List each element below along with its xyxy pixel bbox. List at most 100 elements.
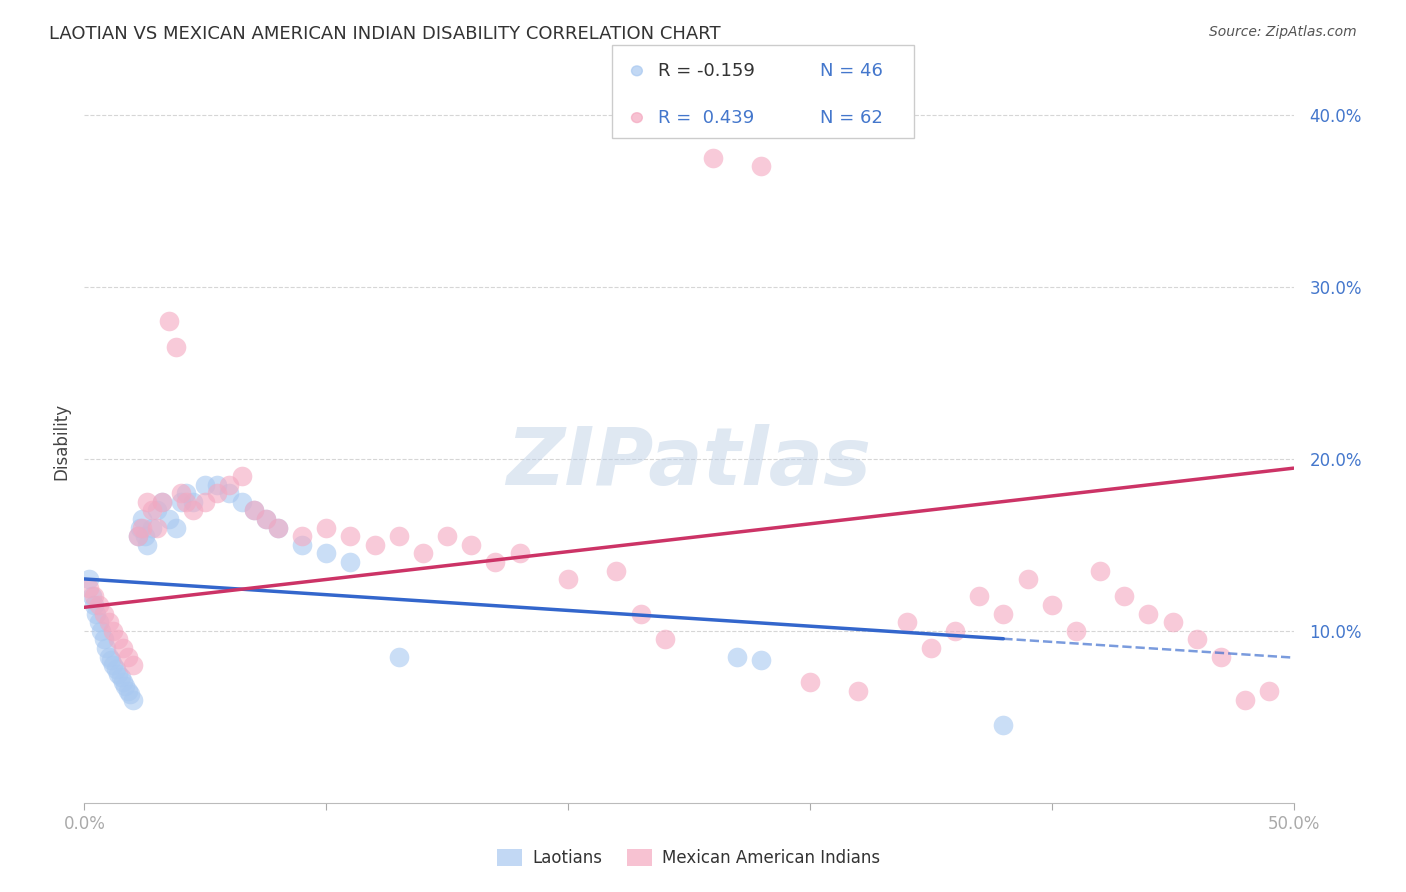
Point [141,520,163,534]
Point [194,494,217,508]
Point [846,684,869,698]
Point [1209,649,1232,664]
Point [1017,572,1039,586]
Point [127,529,149,543]
Point [181,503,204,517]
Point [150,494,173,508]
Point [120,687,142,701]
Point [557,572,579,586]
Point [97,615,120,630]
Point [254,512,277,526]
Point [136,538,159,552]
Point [654,632,676,647]
Point [134,529,156,543]
Point [93,632,115,647]
Point [165,520,187,534]
Legend: Laotians, Mexican American Indians: Laotians, Mexican American Indians [491,842,887,874]
Point [1161,615,1184,630]
Point [412,546,434,560]
Point [107,632,129,647]
Point [157,314,180,328]
Point [291,538,314,552]
Point [194,477,217,491]
Point [157,512,180,526]
Point [94,640,117,655]
Point [165,340,187,354]
Point [315,546,337,560]
Point [127,529,149,543]
Point [702,151,724,165]
Point [77,581,100,595]
Point [131,520,153,534]
Point [121,692,143,706]
Point [146,503,169,517]
Point [231,469,253,483]
Point [242,503,264,517]
Point [90,624,112,638]
Point [104,662,127,676]
Point [97,649,120,664]
Point [100,653,122,667]
Point [725,649,748,664]
Point [103,658,125,673]
Point [218,477,240,491]
Point [896,615,918,630]
Point [363,538,385,552]
Point [1234,692,1257,706]
Point [121,658,143,673]
Point [339,529,361,543]
Point [207,477,229,491]
Point [943,624,966,638]
Point [146,520,169,534]
Point [117,684,139,698]
Point [136,494,159,508]
Text: Source: ZipAtlas.com: Source: ZipAtlas.com [1209,25,1357,39]
Point [86,607,108,621]
Point [129,520,152,534]
Point [315,520,337,534]
Point [83,590,105,604]
Point [460,538,482,552]
Point [170,494,193,508]
Point [1040,598,1063,612]
Point [131,512,153,526]
Y-axis label: Disability: Disability [52,403,70,480]
Point [388,649,411,664]
Point [93,607,115,621]
Point [181,494,204,508]
Point [751,653,773,667]
Point [1114,590,1136,604]
Point [231,494,253,508]
Point [141,503,163,517]
Text: R =  0.439: R = 0.439 [658,109,754,127]
Point [339,555,361,569]
Point [1185,632,1208,647]
Point [630,607,652,621]
Point [114,679,136,693]
Point [509,546,531,560]
Point [751,159,773,173]
Point [1064,624,1087,638]
Point [242,503,264,517]
Text: N = 62: N = 62 [820,109,883,127]
Point [799,675,821,690]
Point [436,529,458,543]
Point [484,555,506,569]
Point [254,512,277,526]
Point [117,649,139,664]
Point [1088,564,1111,578]
Point [174,494,197,508]
Point [993,607,1015,621]
Point [174,486,197,500]
Point [267,520,290,534]
Point [170,486,193,500]
Point [107,666,129,681]
Point [605,564,627,578]
Point [207,486,229,500]
Point [77,572,100,586]
Text: N = 46: N = 46 [820,62,883,79]
Point [993,718,1015,732]
Text: R = -0.159: R = -0.159 [658,62,755,79]
Point [110,670,132,684]
Point [291,529,314,543]
